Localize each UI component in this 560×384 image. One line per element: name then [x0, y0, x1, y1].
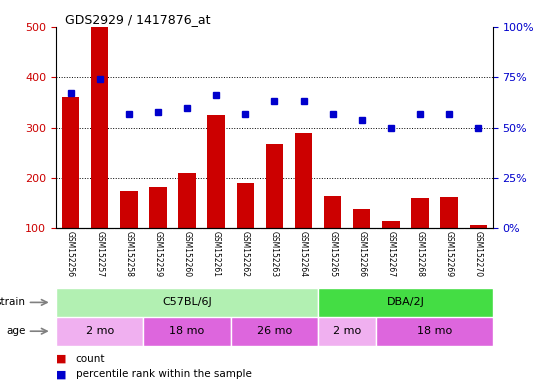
Text: GSM152265: GSM152265: [328, 232, 337, 278]
Text: GSM152270: GSM152270: [474, 232, 483, 278]
Text: GSM152269: GSM152269: [445, 232, 454, 278]
Bar: [382, 221, 400, 228]
Text: 18 mo: 18 mo: [170, 326, 204, 336]
Text: GSM152257: GSM152257: [95, 232, 104, 278]
Text: GSM152262: GSM152262: [241, 232, 250, 278]
Text: percentile rank within the sample: percentile rank within the sample: [76, 369, 251, 379]
Bar: [295, 133, 312, 228]
Text: strain: strain: [0, 297, 25, 308]
Text: GSM152263: GSM152263: [270, 232, 279, 278]
Text: count: count: [76, 354, 105, 364]
Bar: [56, 288, 318, 317]
Bar: [207, 115, 225, 228]
Text: age: age: [6, 326, 25, 336]
Text: ■: ■: [56, 369, 67, 379]
Bar: [353, 209, 371, 228]
Bar: [56, 317, 143, 346]
Bar: [236, 183, 254, 228]
Bar: [91, 27, 109, 228]
Text: GSM152266: GSM152266: [357, 232, 366, 278]
Text: 2 mo: 2 mo: [86, 326, 114, 336]
Text: GSM152258: GSM152258: [124, 232, 133, 278]
Text: GSM152259: GSM152259: [153, 232, 162, 278]
Text: ■: ■: [56, 354, 67, 364]
Text: 2 mo: 2 mo: [333, 326, 361, 336]
Bar: [265, 144, 283, 228]
Bar: [469, 225, 487, 228]
Bar: [143, 317, 231, 346]
Bar: [231, 317, 318, 346]
Bar: [178, 173, 196, 228]
Bar: [411, 198, 429, 228]
Bar: [120, 191, 138, 228]
Bar: [318, 317, 376, 346]
Text: GSM152256: GSM152256: [66, 232, 75, 278]
Bar: [62, 98, 80, 228]
Text: GDS2929 / 1417876_at: GDS2929 / 1417876_at: [65, 13, 210, 26]
Text: GSM152268: GSM152268: [416, 232, 424, 278]
Text: 18 mo: 18 mo: [417, 326, 452, 336]
Text: DBA/2J: DBA/2J: [386, 297, 424, 308]
Text: GSM152267: GSM152267: [386, 232, 395, 278]
Bar: [376, 317, 493, 346]
Bar: [440, 197, 458, 228]
Text: GSM152264: GSM152264: [299, 232, 308, 278]
Text: C57BL/6J: C57BL/6J: [162, 297, 212, 308]
Text: 26 mo: 26 mo: [257, 326, 292, 336]
Bar: [318, 288, 493, 317]
Bar: [149, 187, 167, 228]
Text: GSM152261: GSM152261: [212, 232, 221, 278]
Bar: [324, 196, 342, 228]
Text: GSM152260: GSM152260: [183, 232, 192, 278]
